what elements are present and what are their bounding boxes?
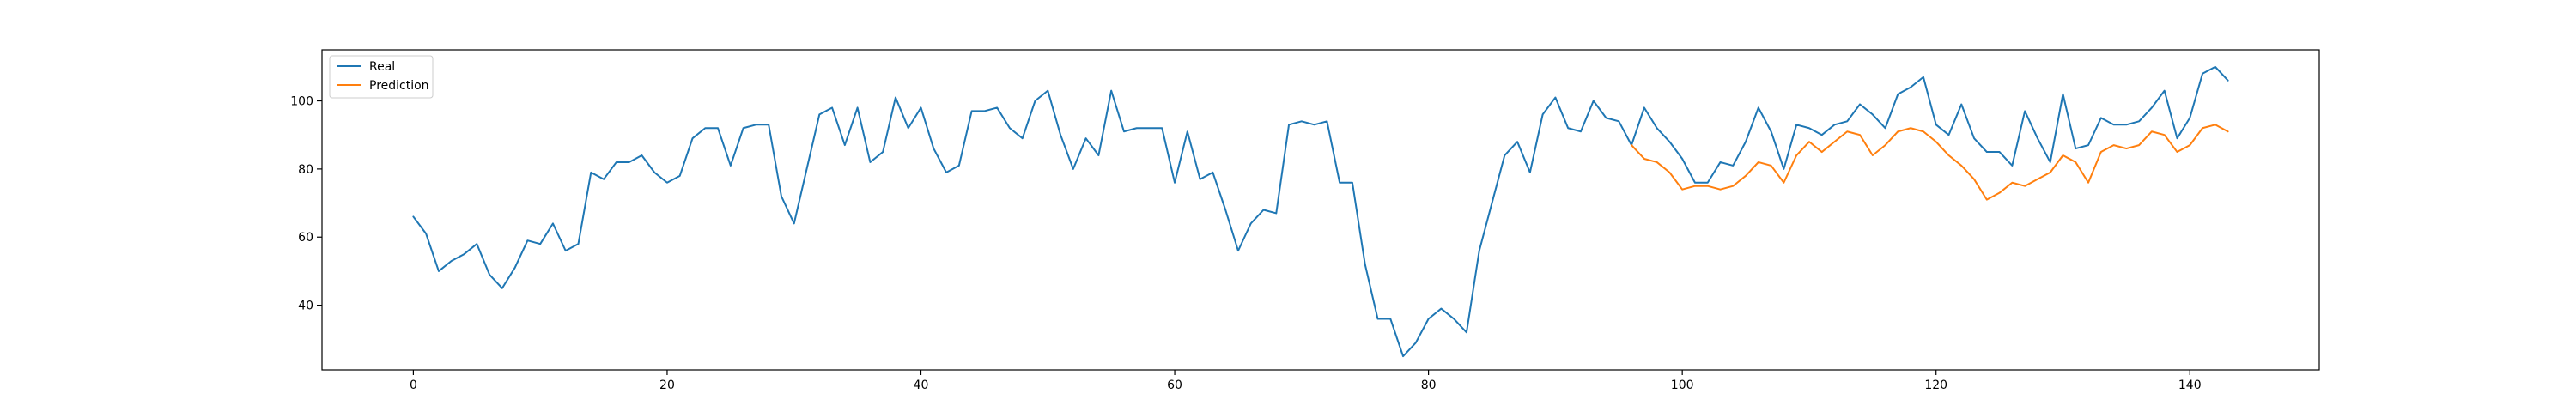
plot-frame <box>321 49 2320 371</box>
x-tick-label: 20 <box>659 379 675 392</box>
x-tick-label: 0 <box>410 379 417 392</box>
series-line-real <box>412 65 2229 358</box>
x-tick-label: 100 <box>1671 379 1694 392</box>
y-tick-label: 60 <box>298 231 313 245</box>
legend: Real Prediction <box>329 55 434 99</box>
x-tick-label: 140 <box>2178 379 2202 392</box>
y-axis: 40 60 80 100 <box>290 95 322 313</box>
y-tick-label: 80 <box>298 163 313 177</box>
y-tick-label: 100 <box>290 95 313 109</box>
series-lines <box>412 65 2229 358</box>
series-line-prediction <box>1631 124 2229 201</box>
x-tick-label: 120 <box>1924 379 1947 392</box>
x-axis: 0 20 40 60 80 100 120 140 <box>410 370 2202 392</box>
plot-area: 0 20 40 60 80 100 120 140 40 60 80 100 <box>290 49 2320 392</box>
legend-label-prediction: Prediction <box>369 79 429 93</box>
x-tick-label: 80 <box>1421 379 1437 392</box>
legend-label-real: Real <box>369 60 395 74</box>
x-tick-label: 60 <box>1167 379 1182 392</box>
x-tick-label: 40 <box>914 379 929 392</box>
y-tick-label: 40 <box>298 300 313 313</box>
